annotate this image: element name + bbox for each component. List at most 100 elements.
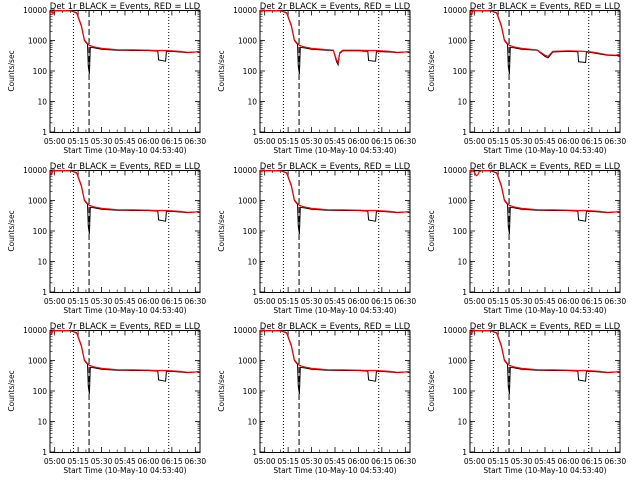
panel-det-4: Det 4r BLACK = Events, RED = LLD 1 10 100 10… — [7, 162, 206, 315]
y-tick-label: 10000 — [443, 326, 467, 335]
y-tick-label: 10 — [457, 418, 467, 427]
y-tick-label: 1000 — [448, 357, 467, 366]
x-tick-label: 06:30 — [395, 457, 417, 466]
x-tick-label: 06:00 — [138, 297, 160, 306]
events-series-line — [470, 170, 620, 235]
x-axis-title: Start Time (10-May-10 04:53:40) — [483, 466, 606, 475]
x-tick-label: 05:00 — [464, 457, 486, 466]
x-axis-title: Start Time (10-May-10 04:53:40) — [483, 306, 606, 315]
y-tick-label: 100 — [453, 387, 468, 396]
y-tick-label: 1000 — [238, 197, 257, 206]
x-tick-label: 05:45 — [324, 137, 346, 146]
y-axis-title: Counts/sec — [217, 50, 226, 91]
x-axis-title: Start Time (10-May-10 04:53:40) — [273, 306, 396, 315]
lld-series-line — [260, 330, 410, 373]
x-tick-label: 05:45 — [534, 137, 556, 146]
y-tick-label: 1000 — [28, 357, 47, 366]
x-tick-label: 06:00 — [558, 297, 580, 306]
panel-det-9: Det 9r BLACK = Events, RED = LLD 1 10 100 10… — [427, 322, 626, 475]
panel-det-5: Det 5r BLACK = Events, RED = LLD 1 10 100 10… — [217, 162, 416, 315]
x-tick-label: 05:30 — [91, 137, 113, 146]
y-tick-label: 10000 — [233, 6, 257, 15]
panel-title: Det 6r BLACK = Events, RED = LLD — [470, 162, 621, 172]
y-tick-label: 1 — [42, 448, 47, 457]
panel-title: Det 8r BLACK = Events, RED = LLD — [260, 322, 411, 332]
x-tick-label: 05:00 — [254, 137, 276, 146]
y-tick-label: 10000 — [233, 326, 257, 335]
plot-frame — [49, 170, 201, 293]
events-series-line — [50, 170, 200, 235]
y-tick-label: 1 — [462, 128, 467, 137]
y-tick-label: 10 — [457, 98, 467, 107]
x-tick-label: 06:15 — [581, 137, 603, 146]
y-tick-label: 1 — [42, 128, 47, 137]
x-tick-label: 05:00 — [44, 137, 66, 146]
y-axis-title: Counts/sec — [427, 50, 436, 91]
x-tick-label: 06:00 — [348, 457, 370, 466]
panel-title: Det 3r BLACK = Events, RED = LLD — [470, 2, 621, 12]
y-tick-label: 1 — [462, 288, 467, 297]
y-tick-label: 10 — [247, 258, 257, 267]
x-tick-label: 06:15 — [161, 457, 183, 466]
panel-det-2: Det 2r BLACK = Events, RED = LLD 1 10 100 10… — [217, 2, 416, 155]
y-tick-label: 100 — [243, 227, 258, 236]
x-tick-label: 05:00 — [464, 137, 486, 146]
x-tick-label: 05:45 — [114, 457, 136, 466]
y-tick-label: 1000 — [238, 357, 257, 366]
x-tick-label: 06:30 — [605, 137, 627, 146]
x-tick-label: 05:45 — [114, 297, 136, 306]
y-tick-label: 10000 — [443, 166, 467, 175]
x-axis-title: Start Time (10-May-10 04:53:40) — [483, 146, 606, 155]
y-tick-label: 100 — [33, 67, 48, 76]
lld-series-line — [50, 170, 200, 213]
y-axis-title: Counts/sec — [7, 210, 16, 251]
y-tick-label: 1000 — [28, 197, 47, 206]
plot-frame — [259, 330, 411, 453]
x-tick-label: 06:30 — [185, 457, 207, 466]
events-series-line — [260, 10, 410, 75]
x-tick-label: 05:45 — [324, 457, 346, 466]
plot-frame — [259, 10, 411, 133]
lld-series-line — [470, 330, 620, 373]
plot-frame — [469, 170, 621, 293]
x-tick-label: 06:30 — [185, 137, 207, 146]
x-tick-label: 05:45 — [324, 297, 346, 306]
x-tick-label: 06:15 — [581, 457, 603, 466]
x-tick-label: 05:30 — [91, 297, 113, 306]
y-axis-title: Counts/sec — [217, 210, 226, 251]
events-series-line — [50, 330, 200, 395]
lld-series-line — [470, 170, 620, 213]
x-tick-label: 06:00 — [138, 457, 160, 466]
panel-det-1: Det 1r BLACK = Events, RED = LLD 1 10 100 10… — [7, 2, 206, 155]
x-tick-label: 06:15 — [371, 297, 393, 306]
events-series-line — [260, 330, 410, 395]
x-tick-label: 05:30 — [301, 137, 323, 146]
x-tick-label: 05:00 — [44, 457, 66, 466]
x-tick-label: 06:00 — [348, 297, 370, 306]
y-tick-label: 10000 — [443, 6, 467, 15]
events-series-line — [470, 10, 620, 75]
x-tick-label: 06:15 — [581, 297, 603, 306]
x-tick-label: 06:30 — [605, 297, 627, 306]
x-tick-label: 06:15 — [371, 457, 393, 466]
x-tick-label: 05:30 — [511, 137, 533, 146]
panel-title: Det 7r BLACK = Events, RED = LLD — [50, 322, 201, 332]
y-tick-label: 1 — [462, 448, 467, 457]
lld-series-line — [50, 10, 200, 53]
y-tick-label: 100 — [453, 67, 468, 76]
y-tick-label: 10 — [247, 98, 257, 107]
plot-frame — [469, 330, 621, 453]
lld-series-line — [260, 170, 410, 213]
x-tick-label: 05:00 — [254, 297, 276, 306]
x-tick-label: 05:15 — [67, 137, 89, 146]
y-tick-label: 100 — [33, 387, 48, 396]
events-series-line — [470, 330, 620, 395]
lld-series-line — [50, 330, 200, 373]
panel-title: Det 9r BLACK = Events, RED = LLD — [470, 322, 621, 332]
y-tick-label: 100 — [33, 227, 48, 236]
y-tick-label: 10000 — [233, 166, 257, 175]
y-tick-label: 10 — [37, 258, 47, 267]
x-axis-title: Start Time (10-May-10 04:53:40) — [63, 146, 186, 155]
x-tick-label: 05:30 — [511, 457, 533, 466]
